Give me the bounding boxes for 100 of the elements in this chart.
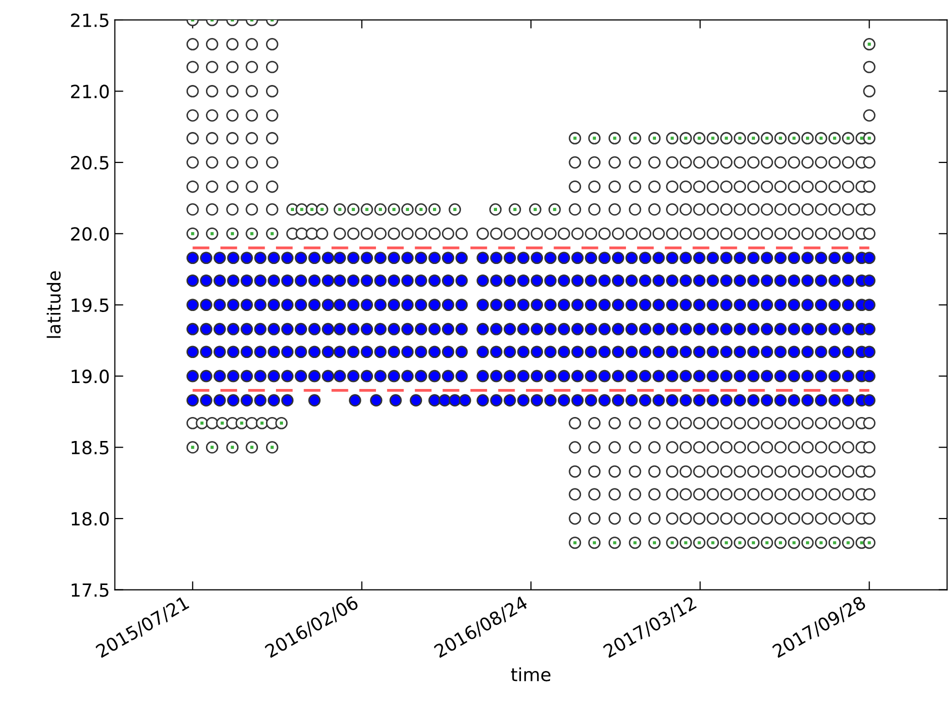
point [747, 465, 760, 478]
point [254, 394, 266, 406]
point [588, 465, 601, 478]
point [814, 180, 828, 193]
point [266, 60, 278, 74]
point [680, 416, 692, 430]
point [489, 203, 502, 216]
point [720, 252, 733, 264]
point [322, 370, 334, 382]
point [734, 227, 746, 240]
point [734, 370, 746, 382]
point [666, 180, 678, 193]
point [747, 274, 760, 287]
point [774, 441, 787, 454]
point [680, 203, 692, 216]
point [747, 394, 760, 406]
point [814, 322, 828, 336]
point [608, 416, 621, 430]
point [612, 394, 624, 406]
y-tick-label: 20.0 [71, 227, 109, 241]
point [268, 370, 280, 382]
point [360, 322, 374, 336]
point [348, 394, 362, 406]
point [206, 85, 218, 98]
point [801, 488, 814, 500]
point [448, 203, 462, 216]
point [842, 322, 854, 336]
point [504, 394, 516, 406]
point [706, 416, 719, 430]
point [863, 441, 876, 454]
point [693, 203, 706, 216]
point [720, 274, 733, 287]
point [186, 203, 199, 216]
point [842, 156, 854, 169]
point [652, 252, 665, 264]
point [476, 252, 489, 264]
point [254, 322, 266, 336]
point [734, 346, 746, 358]
point [530, 370, 544, 382]
point [693, 394, 706, 406]
point [584, 370, 598, 382]
point [612, 346, 624, 358]
point [214, 346, 226, 358]
point [693, 346, 706, 358]
point [828, 227, 841, 240]
point [666, 274, 678, 287]
point [842, 370, 854, 382]
point [680, 274, 692, 287]
point [608, 512, 621, 525]
point [186, 156, 199, 169]
point [774, 512, 787, 525]
y-tick-label: 19.5 [72, 298, 108, 312]
point [638, 346, 652, 358]
point [214, 252, 226, 264]
point [428, 394, 441, 406]
point [706, 227, 719, 240]
point [588, 203, 601, 216]
point [388, 298, 400, 312]
point [720, 465, 733, 478]
point [266, 180, 278, 193]
point [240, 274, 253, 287]
point [294, 274, 308, 287]
point [206, 203, 218, 216]
point [374, 322, 387, 336]
point [801, 465, 814, 478]
point [266, 441, 278, 454]
point [266, 203, 278, 216]
point [760, 180, 774, 193]
point [442, 227, 454, 240]
point [863, 322, 876, 336]
point [801, 227, 814, 240]
point [334, 298, 346, 312]
point [214, 274, 226, 287]
point [294, 252, 308, 264]
point [388, 370, 400, 382]
point [863, 346, 876, 358]
point [544, 322, 557, 336]
point [558, 370, 570, 382]
point [638, 370, 652, 382]
point [294, 298, 308, 312]
point [863, 488, 876, 500]
point [863, 465, 876, 478]
point [401, 227, 414, 240]
point [648, 512, 661, 525]
point [612, 298, 624, 312]
point [734, 274, 746, 287]
point [254, 370, 266, 382]
point [281, 394, 294, 406]
point [760, 465, 774, 478]
point [401, 346, 414, 358]
point [246, 180, 258, 193]
point [734, 156, 746, 169]
point [680, 346, 692, 358]
point [476, 274, 489, 287]
point [490, 298, 502, 312]
point [322, 274, 334, 287]
point [598, 370, 611, 382]
point [788, 370, 800, 382]
point [801, 346, 814, 358]
point [612, 252, 624, 264]
